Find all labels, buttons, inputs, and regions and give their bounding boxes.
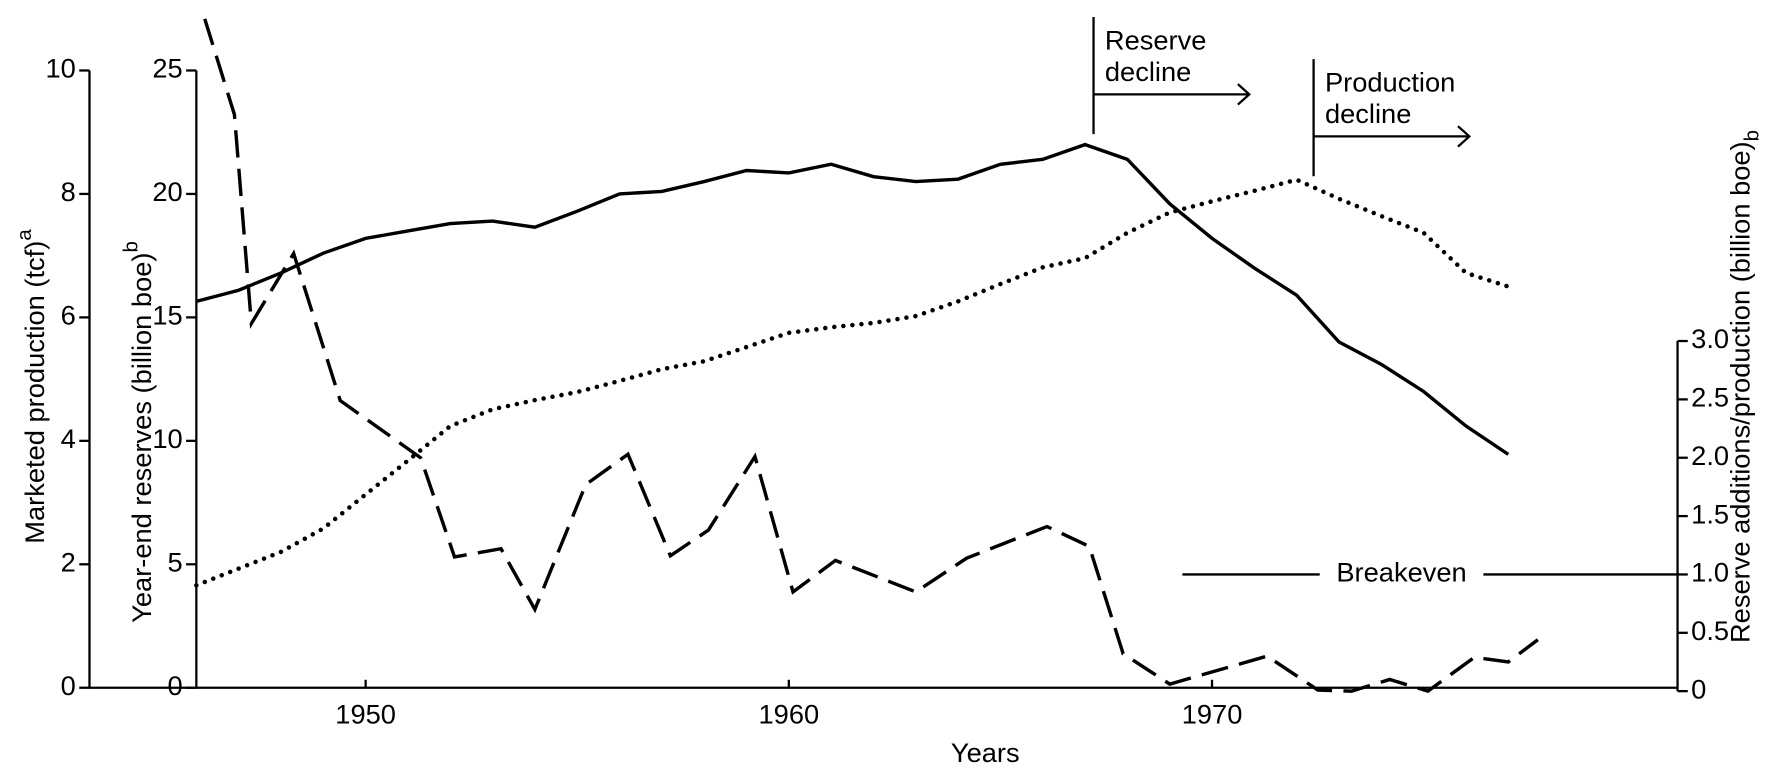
y2-tick-label: 5 xyxy=(168,546,183,577)
y2-tick-label: 0 xyxy=(168,670,183,701)
reference-label: Breakeven xyxy=(1336,557,1466,588)
x-tick-label: 1970 xyxy=(1182,698,1243,729)
annotation-text: decline xyxy=(1325,98,1411,129)
y3-axis-label-note: b xyxy=(1741,130,1764,141)
y3-axis-label: Reserve additions/production (billion bo… xyxy=(1725,130,1765,643)
y2-axis-label-note: b xyxy=(120,241,143,252)
series-line xyxy=(203,18,1539,694)
series-line xyxy=(194,177,1511,588)
y3-tick-label: 3.0 xyxy=(1691,323,1729,354)
y-tick-label: 10 xyxy=(46,53,76,84)
y-tick-label: 6 xyxy=(61,300,76,331)
y-tick-label: 4 xyxy=(61,423,76,454)
series-line xyxy=(195,142,1510,456)
y2-tick-label: 10 xyxy=(152,423,182,454)
y-axis-label-text: Marketed production (tcf) xyxy=(19,241,50,544)
y2-tick-label: 15 xyxy=(152,300,182,331)
y-axis-label-note: a xyxy=(13,229,36,241)
y3-tick-label: 1.5 xyxy=(1691,498,1729,529)
x-axis-label: Years xyxy=(951,737,1020,768)
annotation-arrowhead xyxy=(1457,125,1472,148)
y2-axis-label-text: Year-end reserves (billion boe) xyxy=(126,253,157,623)
y3-tick-label: 2.5 xyxy=(1691,382,1729,413)
y-tick-label: 0 xyxy=(61,670,76,701)
annotation-text: decline xyxy=(1105,56,1191,87)
annotation-text: Production xyxy=(1325,66,1455,97)
x-tick-label: 1960 xyxy=(759,698,820,729)
y-tick-label: 8 xyxy=(61,176,76,207)
y3-tick-label: 2.0 xyxy=(1691,440,1729,471)
annotation-arrowhead xyxy=(1237,83,1251,106)
y3-tick-label: 0 xyxy=(1691,673,1706,704)
y3-tick-label: 0.5 xyxy=(1691,615,1729,646)
y2-tick-label: 25 xyxy=(152,53,182,84)
y-tick-label: 2 xyxy=(61,546,76,577)
x-tick-label: 1950 xyxy=(335,698,396,729)
y2-axis-label: Year-end reserves (billion boe)b xyxy=(120,241,157,623)
annotation-text: Reserve xyxy=(1105,24,1207,55)
y-axis-label: Marketed production (tcf)a xyxy=(13,229,50,544)
y2-tick-label: 20 xyxy=(152,176,182,207)
y3-tick-label: 1.0 xyxy=(1691,557,1729,588)
y3-axis-label-text: Reserve additions/production (billion bo… xyxy=(1725,141,1756,643)
